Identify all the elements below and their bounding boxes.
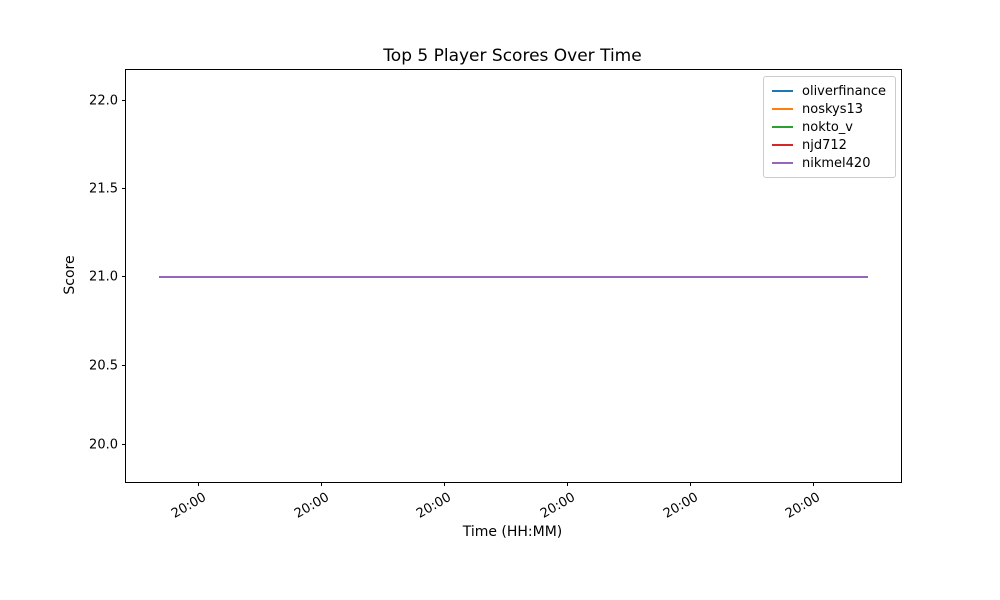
y-tick-mark [122, 275, 126, 277]
y-tick-label: 20.5 [89, 358, 118, 374]
y-axis-label: Score [62, 255, 78, 295]
legend-label: noskys13 [802, 101, 864, 117]
x-tick-mark [198, 482, 200, 486]
chart-title: Top 5 Player Scores Over Time [383, 46, 642, 66]
x-tick-label: 20:00 [414, 490, 455, 522]
legend-label: njd712 [802, 137, 847, 153]
y-tick-label: 21.0 [89, 269, 118, 285]
legend-swatch-njd712 [772, 144, 793, 146]
legend-entry: nikmel420 [772, 154, 886, 172]
legend-swatch-nikmel420 [772, 162, 793, 164]
series-line-nikmel420 [159, 275, 868, 278]
legend-label: nikmel420 [802, 155, 871, 171]
x-tick-label: 20:00 [537, 490, 578, 522]
x-tick-mark [812, 482, 814, 486]
legend: oliverfinance noskys13 nokto_v njd712 ni… [763, 76, 896, 178]
legend-label: oliverfinance [802, 83, 886, 99]
x-tick-mark [321, 482, 323, 486]
y-tick-mark [122, 188, 126, 190]
y-tick-label: 20.0 [89, 437, 118, 453]
y-tick-mark [122, 99, 126, 101]
legend-entry: nokto_v [772, 118, 886, 136]
x-tick-mark [443, 482, 445, 486]
legend-entry: njd712 [772, 136, 886, 154]
legend-entry: noskys13 [772, 100, 886, 118]
plot-area: 22.0 21.5 21.0 20.5 20.0 20:00 20:00 20:… [89, 69, 902, 522]
legend-entry: oliverfinance [772, 82, 886, 100]
legend-label: nokto_v [802, 119, 853, 135]
y-tick-mark [122, 364, 126, 366]
x-tick-mark [566, 482, 568, 486]
x-tick-mark [690, 482, 692, 486]
x-tick-label: 20:00 [168, 490, 209, 522]
legend-swatch-nokto_v [772, 126, 793, 128]
y-tick-label: 22.0 [89, 93, 118, 109]
y-tick-mark [122, 443, 126, 445]
x-tick-label: 20:00 [783, 490, 824, 522]
x-tick-label: 20:00 [660, 490, 701, 522]
x-axis-label: Time (HH:MM) [462, 524, 563, 540]
y-tick-label: 21.5 [89, 181, 118, 197]
x-tick-label: 20:00 [291, 490, 332, 522]
legend-swatch-oliverfinance [772, 90, 793, 92]
legend-swatch-noskys13 [772, 108, 793, 110]
